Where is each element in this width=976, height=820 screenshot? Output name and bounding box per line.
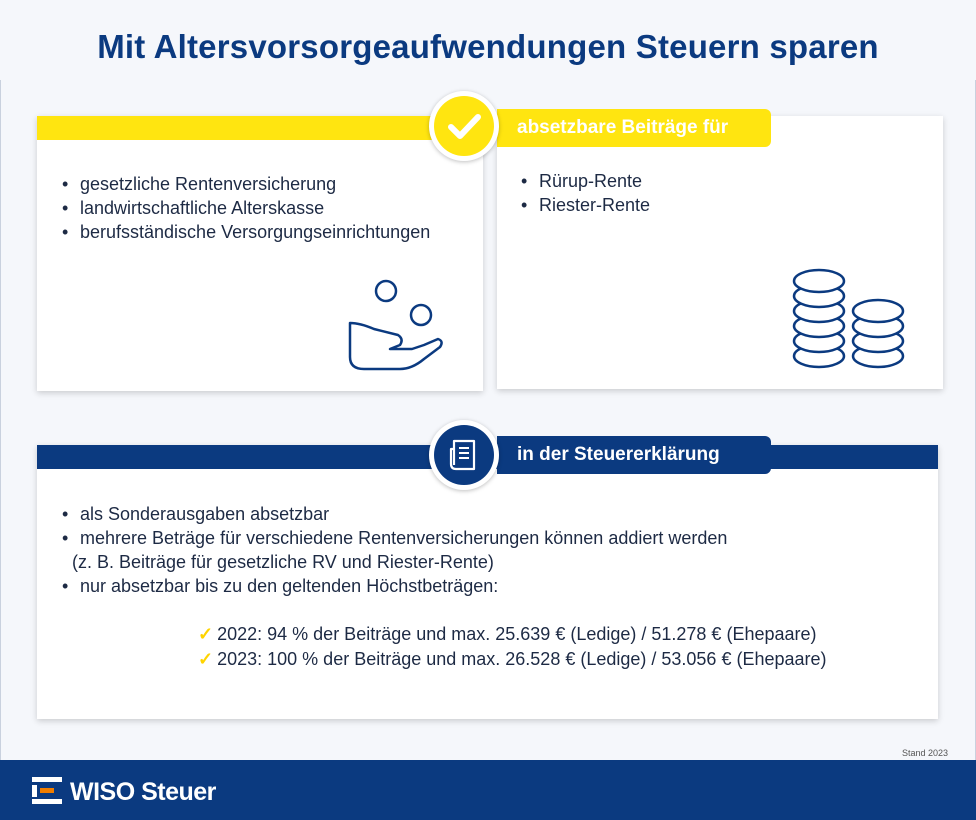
logo-text: WISO Steuer — [70, 778, 216, 806]
check-icon: ✓ — [198, 649, 214, 669]
check-item-2023: ✓ 2023: 100 % der Beiträge und max. 26.52… — [198, 649, 827, 669]
section1-badge — [429, 91, 499, 161]
list-item: • nur absetzbar bis zu den geltenden Höch… — [62, 576, 499, 596]
list-item: • gesetzliche Rentenversicherung — [62, 174, 337, 194]
left-contribution-list: • gesetzliche Rentenversicherung • landwir… — [58, 172, 430, 244]
page-title: Mit Altersvorsorgeaufwendungen Steuern s… — [97, 28, 879, 65]
coin-stacks-icon — [792, 268, 905, 369]
list-item: • mehrere Beträge für verschiedene Renten… — [62, 528, 728, 548]
tax-return-list-2: • nur absetzbar bis zu den geltenden Höch… — [58, 574, 498, 598]
footer: WISO Steuer — [0, 760, 976, 820]
document-icon — [434, 425, 494, 485]
tax-return-card — [37, 445, 938, 719]
title-bar: Mit Altersvorsorgeaufwendungen Steuern s… — [0, 0, 976, 80]
section1-label: absetzbare Beiträge für — [497, 109, 771, 147]
list-item: • als Sonderausgaben absetzbar — [62, 504, 330, 524]
list-item: • Rürup-Rente — [521, 171, 643, 191]
section1-bar — [37, 116, 457, 140]
check-icon: ✓ — [198, 624, 214, 644]
list-item: • landwirtschaftliche Alterskasse — [62, 198, 325, 218]
check-item-2022: ✓ 2022: 94 % der Beiträge und max. 25.639… — [198, 624, 817, 644]
tax-return-list: • als Sonderausgaben absetzbar • mehrere B… — [58, 502, 727, 550]
list-item: • berufsständische Versorgungseinrichtung… — [62, 222, 431, 242]
stand-note: Stand 2023 — [901, 748, 948, 758]
left-contributions-card — [37, 116, 483, 391]
hand-coins-icon — [348, 279, 443, 371]
section2-label: in der Steuererklärung — [497, 436, 771, 474]
right-contribution-list: • Rürup-Rente • Riester-Rente — [517, 169, 650, 217]
wiso-logo-icon — [32, 777, 62, 804]
section2-badge — [429, 420, 499, 490]
checkmark-icon — [434, 96, 494, 156]
list-item: • Riester-Rente — [521, 195, 651, 215]
sub-note: (z. B. Beiträge für gesetzliche RV und R… — [72, 552, 494, 572]
